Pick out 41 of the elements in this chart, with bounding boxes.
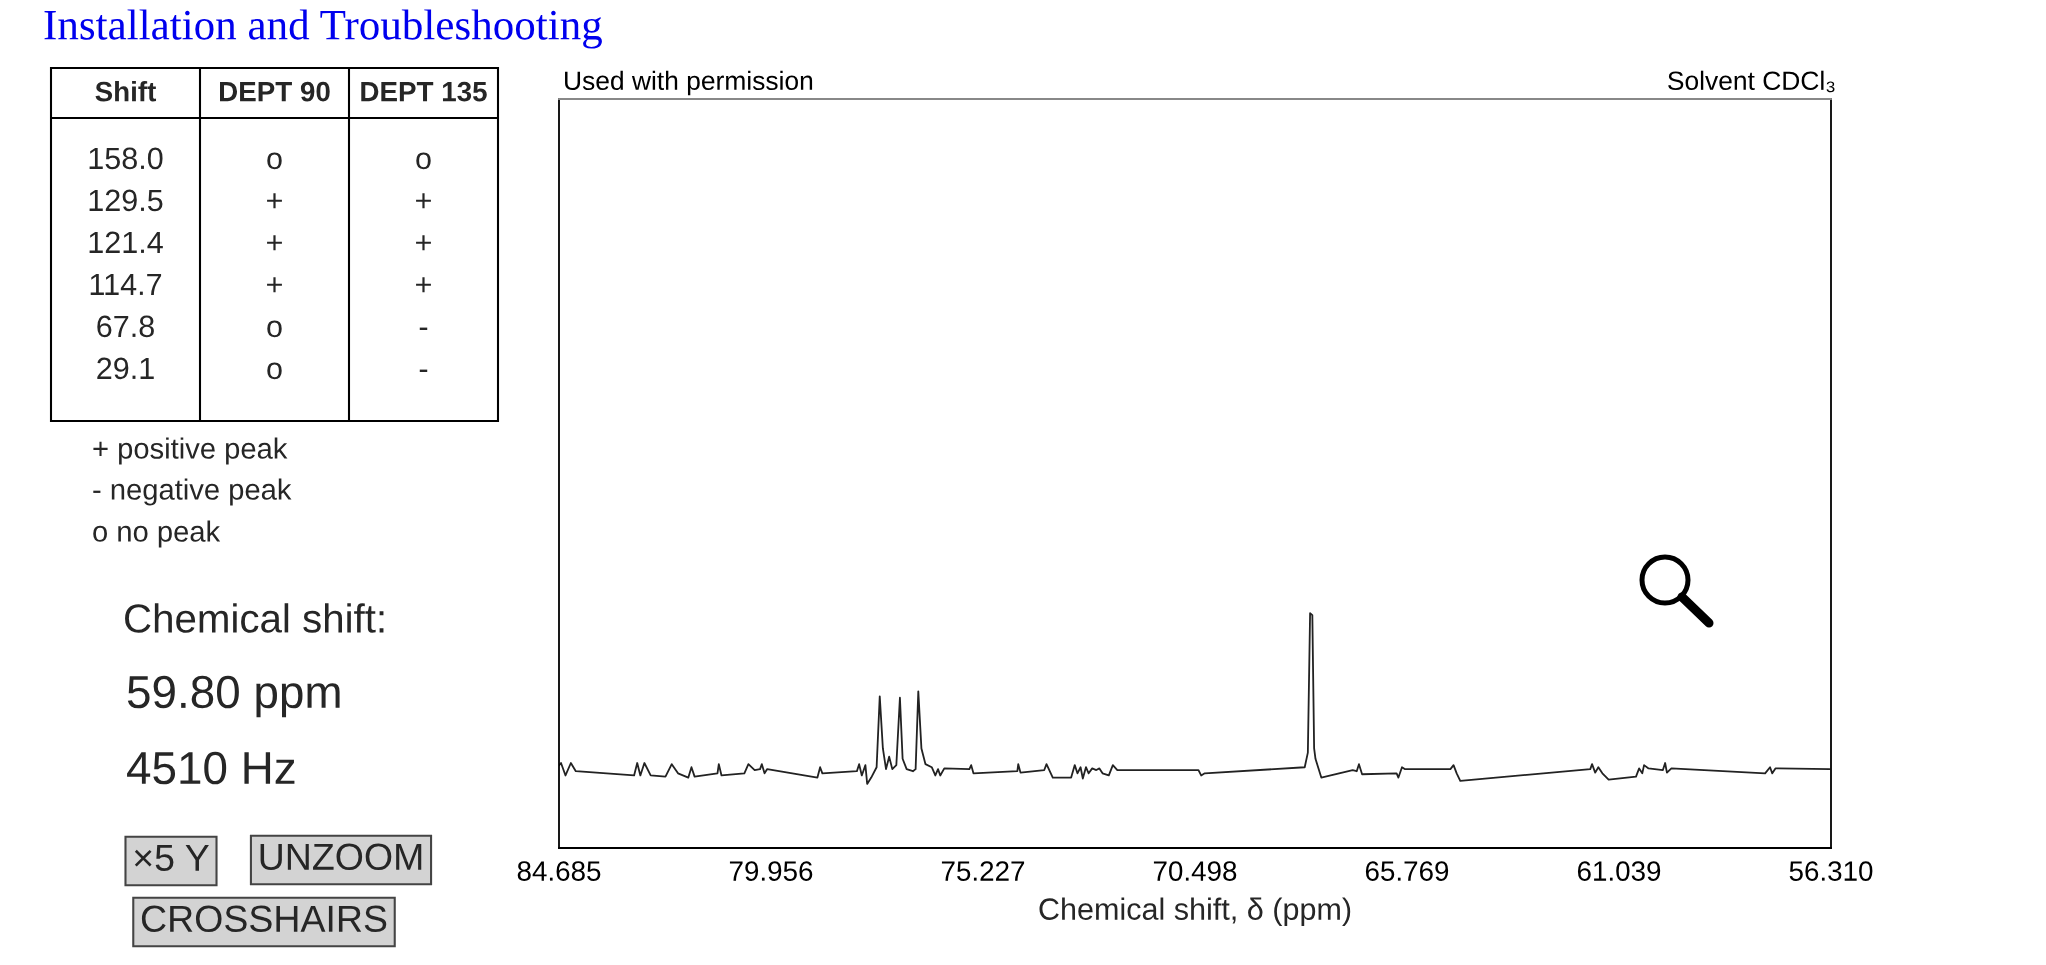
x-tick-label: 56.310: [1789, 861, 1873, 881]
text: ×5 Y: [134, 844, 209, 872]
text: UNZOOM: [260, 843, 422, 871]
text: +: [416, 277, 431, 293]
category-label: 114.7: [90, 273, 162, 295]
text: o: [267, 152, 282, 170]
category-label: DEPT 90: [220, 81, 330, 102]
text: o: [267, 320, 282, 338]
category-label: 129.5: [89, 189, 163, 212]
text: +: [267, 277, 282, 293]
category-label: 121.4: [89, 231, 163, 253]
x-tick-label: 61.039: [1577, 861, 1661, 881]
x-axis-title: Chemical shift, δ (ppm): [1039, 897, 1351, 926]
text: -: [419, 327, 428, 330]
category-label: 67.8: [97, 315, 154, 338]
category-label: 29.1: [97, 357, 154, 380]
x-tick-label: 65.769: [1365, 861, 1449, 881]
text: Solvent CDCl₃: [1668, 70, 1835, 93]
text: + positive peak: [93, 437, 288, 465]
category-label: DEPT 135: [361, 81, 487, 102]
text: o: [416, 152, 431, 170]
text: +: [416, 193, 431, 209]
category-label: Shift: [95, 81, 157, 102]
x-tick-label: 75.227: [941, 861, 1025, 881]
text: Installation and Troubleshooting: [44, 9, 602, 49]
text: o no peak: [93, 520, 221, 548]
text: o: [267, 362, 282, 380]
text: +: [267, 193, 282, 209]
x-tick-label: 79.956: [729, 861, 813, 881]
text: CROSSHAIRS: [141, 905, 387, 933]
text: 59.80 ppm: [127, 675, 340, 718]
x-tick-label: 84.685: [517, 861, 601, 881]
x-tick-label: 70.498: [1153, 861, 1237, 881]
text: 4510 Hz: [127, 751, 295, 785]
text: - negative peak: [93, 478, 292, 506]
text: +: [416, 235, 431, 251]
category-label: 158.0: [89, 147, 163, 170]
text: +: [267, 235, 282, 251]
text: Chemical shift:: [125, 603, 384, 633]
text: Used with permission: [565, 70, 813, 96]
text: -: [419, 369, 428, 372]
